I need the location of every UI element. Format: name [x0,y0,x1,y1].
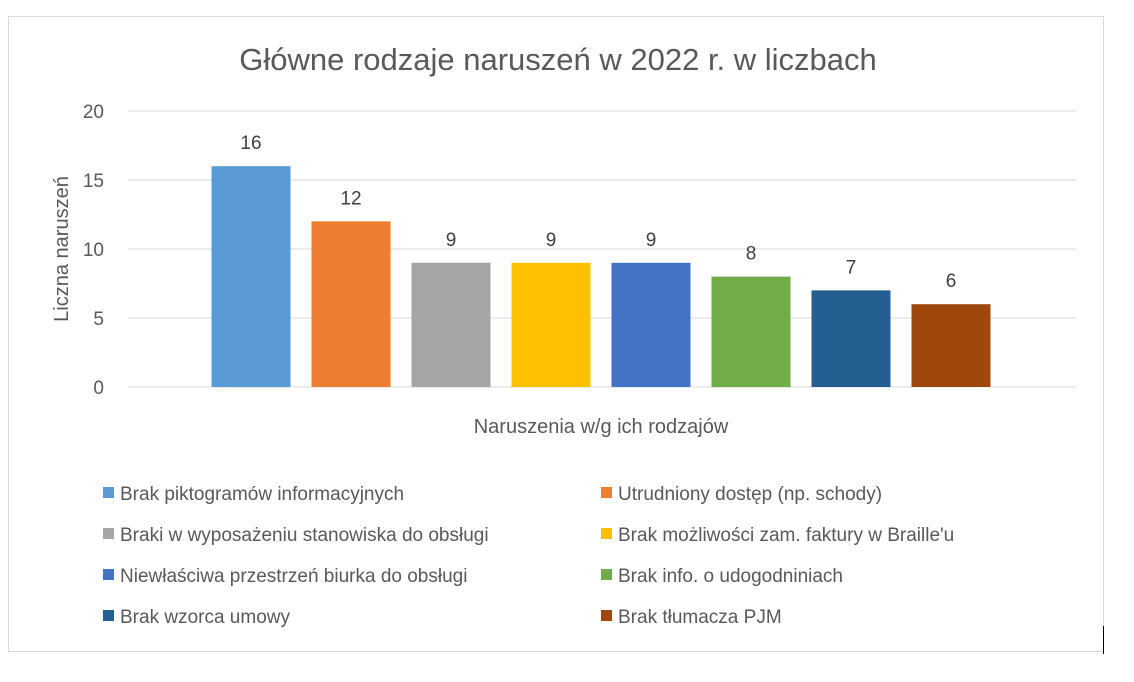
data-label: 9 [546,230,557,251]
bar [911,304,991,387]
legend-swatch [601,528,612,539]
bar [811,290,891,387]
y-tick-label: 5 [93,309,104,330]
legend-entry: Niewłaściwa przestrzeń biurka do obsługi [120,566,467,587]
chart-title: Główne rodzaje naruszeń w 2022 r. w licz… [239,42,877,77]
data-label: 9 [446,230,457,251]
legend-entry: Brak wzorca umowy [120,607,290,628]
data-label: 8 [746,244,757,265]
legend-entry: Braki w wyposażeniu stanowiska do obsług… [120,525,489,546]
bar [711,276,791,387]
legend-entry: Brak info. o udogodniniach [618,566,843,587]
y-axis-label: Liczna naruszeń [51,176,73,322]
y-axis-ticks: 0 5 10 15 20 [83,102,104,399]
legend-entry: Brak tłumacza PJM [618,607,782,628]
bar [211,166,291,387]
data-label: 16 [240,133,261,154]
data-label: 6 [946,271,957,292]
y-tick-label: 10 [83,240,104,261]
legend-swatch [601,569,612,580]
y-tick-label: 20 [83,102,104,123]
bars [211,166,991,387]
legend-swatch [103,610,114,621]
y-tick-label: 15 [83,171,104,192]
data-labels: 16 12 9 9 9 8 7 6 [240,133,956,292]
legend-swatch [103,569,114,580]
legend-entry: Brak piktogramów informacyjnych [120,484,404,505]
bar [511,262,591,387]
data-label: 9 [646,230,657,251]
legend-entry: Utrudniony dostęp (np. schody) [618,484,882,505]
chart-frame [8,16,1104,652]
bar [611,262,691,387]
legend-swatch [103,487,114,498]
bar [311,221,391,387]
legend-entry: Brak możliwości zam. faktury w Braille'u [618,525,954,546]
x-axis-label: Naruszenia w/g ich rodzajów [474,416,729,438]
legend-swatch [601,610,612,621]
data-label: 7 [846,257,857,278]
legend: Brak piktogramów informacyjnych Utrudnion… [103,484,954,628]
legend-swatch [103,528,114,539]
edge-mark [1103,626,1104,654]
legend-swatch [601,487,612,498]
bar [411,262,491,387]
y-tick-label: 0 [93,378,104,399]
data-label: 12 [340,188,361,209]
